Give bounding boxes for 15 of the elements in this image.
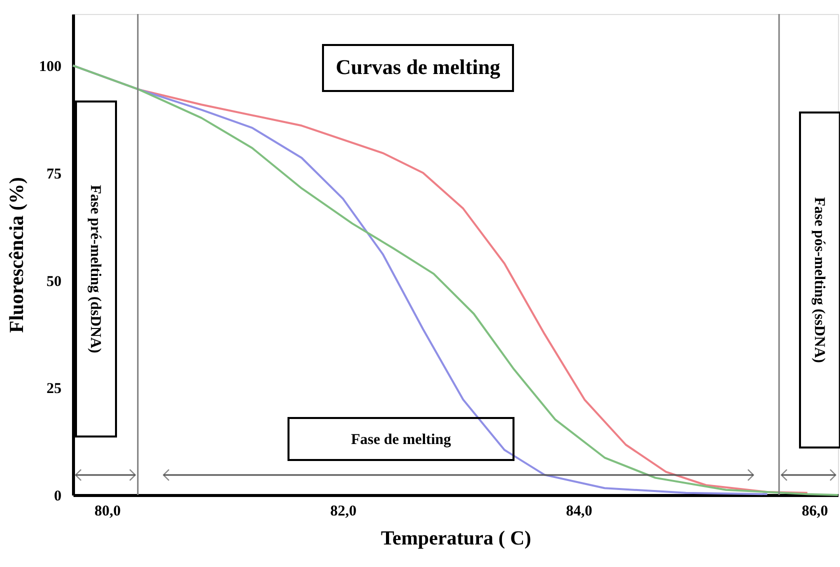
x-axis-title: Temperatura ( C) xyxy=(380,528,532,550)
x-tick-label: 86,0 xyxy=(802,504,828,520)
text: Curvas de melting xyxy=(336,55,501,79)
annotation: Fase de melting xyxy=(351,432,452,448)
y-tick-label: 50 xyxy=(46,274,62,290)
x-tick-label: 82,0 xyxy=(330,504,357,520)
y-tick-label: 0 xyxy=(54,488,62,504)
y-axis-title: Fluorescência (%) xyxy=(6,177,28,333)
annotation: Fase pós-melting (ssDNA) xyxy=(811,197,827,363)
y-tick-label: 100 xyxy=(39,59,62,76)
y-tick-label: 25 xyxy=(46,381,62,398)
annotation: Fase pré-melting (dsDNA) xyxy=(87,184,103,354)
y-tick-label: 75 xyxy=(46,166,62,182)
x-tick-label: 84,0 xyxy=(566,504,592,520)
x-tick-label: 80,0 xyxy=(94,504,121,520)
